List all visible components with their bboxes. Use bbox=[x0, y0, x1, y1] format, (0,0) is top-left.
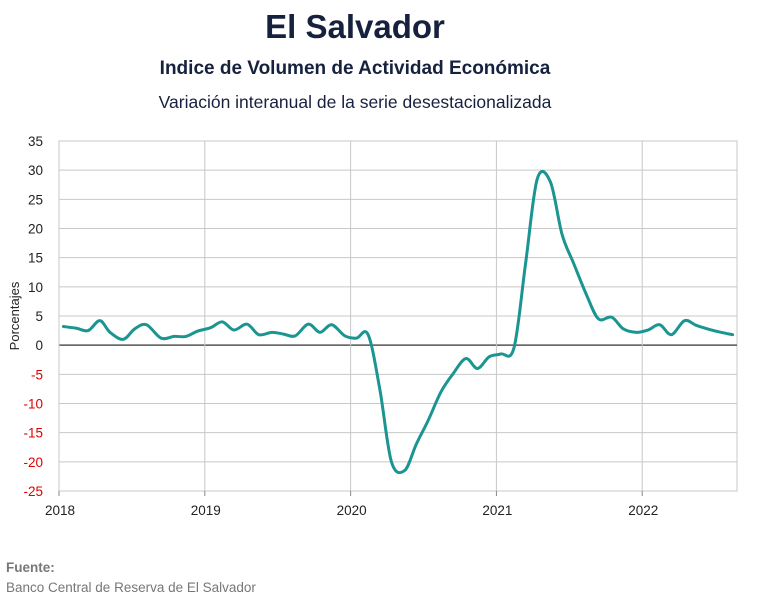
x-tick-label: 2022 bbox=[628, 503, 658, 518]
source-text: Banco Central de Reserva de El Salvador bbox=[6, 580, 256, 595]
y-tick-label: 35 bbox=[28, 134, 43, 149]
y-tick-label: -5 bbox=[31, 367, 43, 382]
chart-subtitle-secondary: Variación interanual de la serie desesta… bbox=[158, 92, 552, 112]
y-tick-label: 30 bbox=[28, 163, 43, 178]
x-tick-label: 2020 bbox=[337, 503, 367, 518]
x-tick-label: 2019 bbox=[191, 503, 221, 518]
y-tick-label: 25 bbox=[28, 192, 43, 207]
series-line bbox=[61, 169, 735, 475]
grid-layer bbox=[58, 140, 738, 496]
y-tick-label: 5 bbox=[35, 309, 43, 324]
y-tick-label: 0 bbox=[35, 338, 43, 353]
y-tick-label: -15 bbox=[23, 426, 43, 441]
y-tick-label: 15 bbox=[28, 251, 43, 266]
source-label: Fuente: bbox=[6, 560, 55, 575]
y-tick-label: -10 bbox=[23, 397, 43, 412]
y-axis-label: Porcentajes bbox=[7, 281, 22, 350]
y-tick-label: 20 bbox=[28, 222, 43, 237]
y-tick-label: -20 bbox=[23, 455, 43, 470]
series-layer bbox=[61, 169, 735, 475]
y-tick-label: 10 bbox=[28, 280, 43, 295]
x-tick-label: 2021 bbox=[482, 503, 512, 518]
y-tick-label: -25 bbox=[23, 484, 43, 499]
chart-title: El Salvador bbox=[265, 8, 445, 45]
x-tick-label: 2018 bbox=[45, 503, 75, 518]
chart-subtitle: Indice de Volumen de Actividad Económica bbox=[159, 58, 551, 79]
